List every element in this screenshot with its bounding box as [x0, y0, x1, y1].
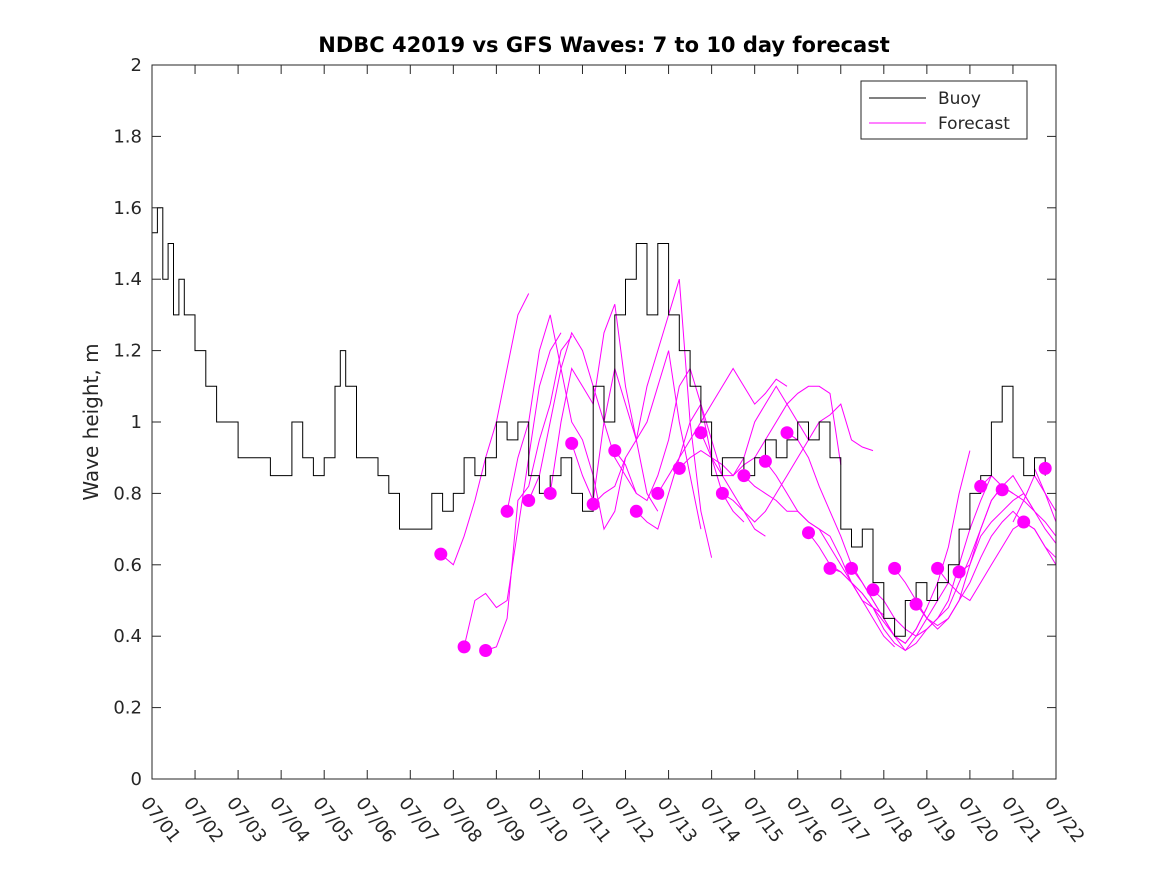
- forecast-marker: [952, 565, 966, 579]
- buoy-line-group: [152, 207, 1046, 637]
- forecast-marker: [543, 486, 557, 500]
- y-tick-label: 0.4: [113, 626, 142, 647]
- forecast-line-24: [958, 492, 1057, 573]
- y-tick-label: 0.2: [113, 698, 142, 719]
- forecast-marker: [434, 547, 448, 561]
- legend-forecast-label: Forecast: [938, 114, 1010, 134]
- y-tick-label: 1.4: [113, 269, 142, 290]
- forecast-line-10: [657, 367, 788, 494]
- forecast-marker: [909, 597, 923, 611]
- forecast-marker: [802, 526, 815, 540]
- y-tick-label: 0: [131, 769, 142, 790]
- y-tick-label: 1.2: [113, 341, 142, 362]
- forecast-marker: [737, 469, 751, 483]
- y-tick-label: 0.6: [113, 555, 142, 576]
- chart-title: NDBC 42019 vs GFS Waves: 7 to 10 day for…: [318, 33, 889, 57]
- legend-buoy-label: Buoy: [938, 89, 981, 109]
- forecast-markers: [434, 426, 1052, 657]
- y-tick-label: 1.8: [113, 126, 142, 147]
- forecast-marker: [522, 494, 536, 507]
- y-tick-label: 1.6: [113, 198, 142, 219]
- forecast-marker: [457, 640, 471, 654]
- y-tick-label: 0.8: [113, 483, 142, 504]
- forecast-marker: [586, 497, 600, 511]
- forecast-line-13: [722, 403, 874, 523]
- forecast-line-4: [528, 331, 637, 501]
- forecast-line-25: [980, 474, 1057, 537]
- forecast-marker: [715, 486, 729, 500]
- forecast-line-27: [1034, 468, 1057, 523]
- forecast-marker: [845, 561, 858, 575]
- forecast-marker: [888, 561, 902, 575]
- forecast-line-12: [700, 385, 842, 477]
- forecast-marker: [608, 444, 622, 458]
- forecast-line-23: [937, 521, 1057, 602]
- forecast-marker: [974, 479, 988, 493]
- forecast-marker: [672, 461, 686, 475]
- forecast-marker: [500, 504, 514, 518]
- forecast-marker: [1038, 461, 1052, 475]
- forecast-marker: [823, 561, 837, 575]
- forecast-marker: [479, 644, 493, 657]
- forecast-line-5: [549, 304, 659, 512]
- forecast-marker: [995, 483, 1009, 497]
- y-axis-label: Wave height, m: [79, 343, 103, 500]
- forecast-marker: [651, 486, 665, 500]
- forecast-marker: [565, 436, 579, 450]
- forecast-marker: [780, 426, 794, 440]
- forecast-marker: [758, 454, 772, 468]
- forecast-line-19: [851, 475, 992, 652]
- forecast-marker: [1017, 515, 1031, 529]
- y-tick-label: 1: [131, 412, 142, 433]
- forecast-marker: [694, 426, 708, 440]
- forecast-marker: [931, 561, 945, 575]
- buoy-line: [152, 207, 1046, 637]
- forecast-marker: [866, 583, 880, 597]
- forecast-line-15: [765, 460, 895, 648]
- forecast-line-18: [829, 450, 971, 644]
- legend-box: [860, 80, 1028, 140]
- y-axis: 0 0.2 0.4 0.6 0.8 1 1.2 1.4 1.6 1.8 2: [113, 55, 1056, 790]
- forecast-marker: [629, 504, 643, 518]
- legend: Buoy Forecast: [860, 80, 1028, 140]
- forecast-line-2: [485, 336, 573, 651]
- y-tick-label: 2: [131, 55, 142, 76]
